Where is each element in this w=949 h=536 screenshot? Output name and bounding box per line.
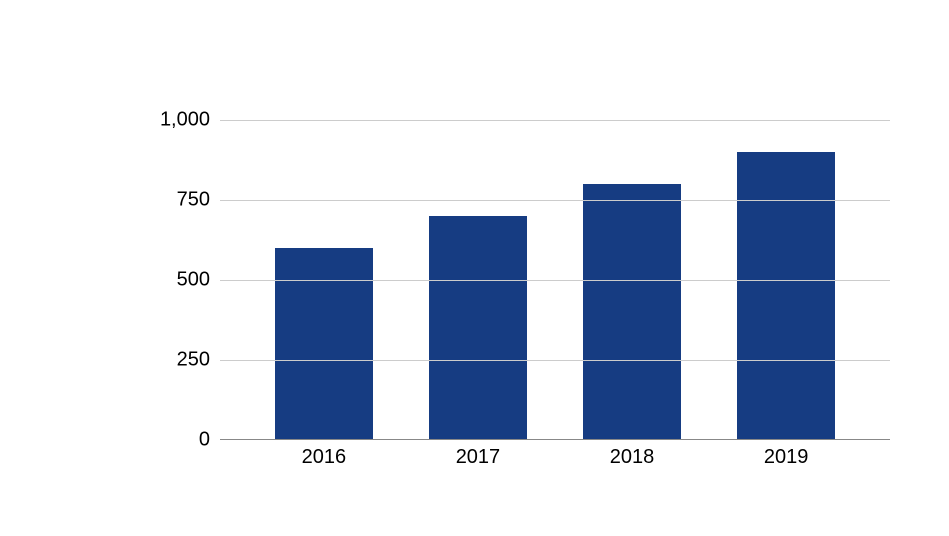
x-tick-label: 2016 [302,446,347,469]
bar [583,184,682,440]
x-tick-label: 2018 [610,446,655,469]
bar [737,152,836,440]
y-tick-label: 750 [130,189,210,212]
gridline [220,360,890,361]
gridline [220,120,890,121]
gridline [220,200,890,201]
bar-chart: 02505007501,0002016201720182019 [150,80,910,480]
plot-area: 02505007501,0002016201720182019 [220,120,890,440]
y-tick-label: 0 [130,429,210,452]
y-tick-label: 500 [130,269,210,292]
x-axis-line [220,439,890,440]
y-tick-label: 1,000 [130,109,210,132]
x-tick-label: 2019 [764,446,809,469]
x-tick-label: 2017 [456,446,501,469]
y-tick-label: 250 [130,349,210,372]
gridline [220,280,890,281]
bar [275,248,374,440]
bar [429,216,528,440]
